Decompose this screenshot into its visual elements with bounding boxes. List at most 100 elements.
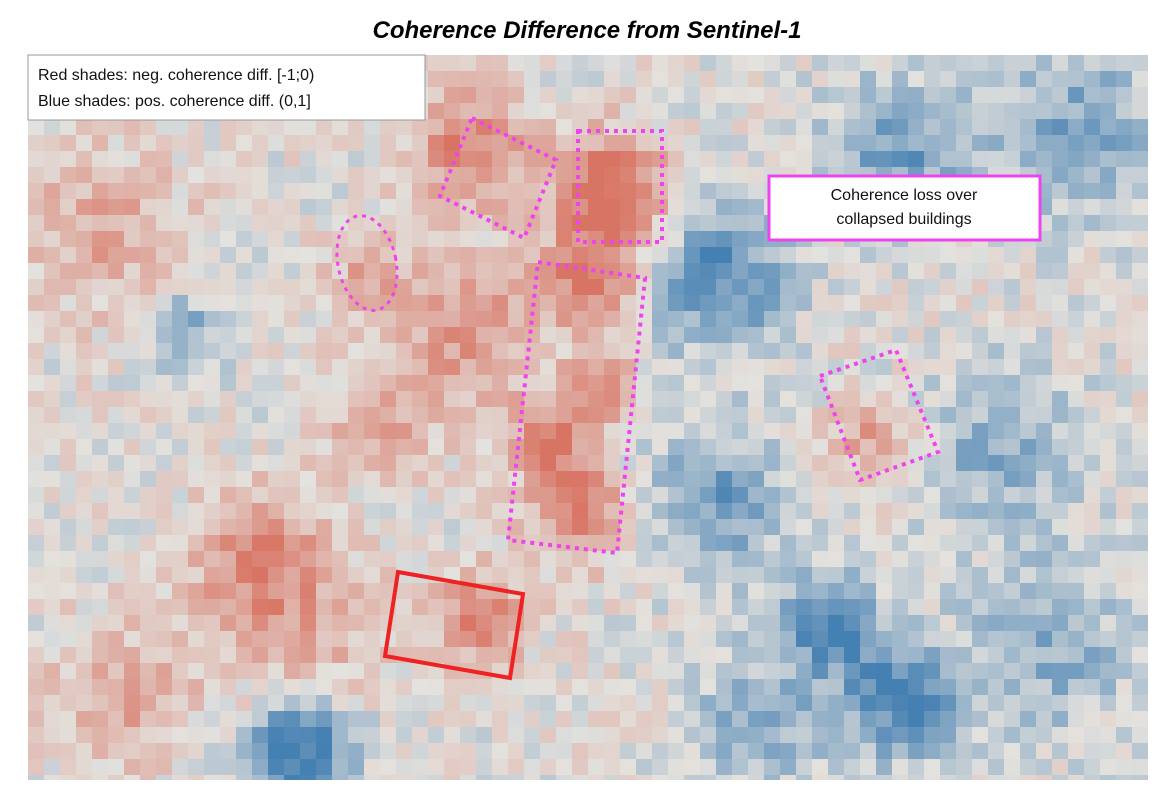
raster-cell [92,615,108,631]
raster-cell [1020,423,1036,439]
raster-cell [172,775,188,780]
raster-cell [236,231,252,247]
raster-cell [332,583,348,599]
raster-cell [860,743,876,759]
raster-cell [556,119,572,135]
raster-cell [1116,759,1132,775]
raster-cell [172,375,188,391]
raster-cell [1084,487,1100,503]
raster-cell [1116,135,1132,151]
raster-cell [348,183,364,199]
raster-cell [300,359,316,375]
raster-cell [476,327,492,343]
raster-cell [396,551,412,567]
raster-cell [1132,727,1148,743]
raster-cell [604,311,620,327]
raster-cell [1052,775,1068,780]
raster-cell [268,423,284,439]
raster-cell [716,279,732,295]
raster-cell [748,343,764,359]
raster-cell [1036,279,1052,295]
raster-cell [476,71,492,87]
raster-cell [908,247,924,263]
raster-cell [28,359,44,375]
raster-cell [812,279,828,295]
raster-cell [124,151,140,167]
raster-cell [140,583,156,599]
raster-cell [764,519,780,535]
raster-cell [428,55,444,71]
raster-cell [748,599,764,615]
raster-cell [1052,263,1068,279]
raster-cell [604,423,620,439]
raster-cell [348,599,364,615]
raster-cell [220,343,236,359]
raster-cell [908,55,924,71]
raster-cell [412,695,428,711]
raster-cell [764,407,780,423]
raster-cell [700,119,716,135]
raster-cell [1004,103,1020,119]
raster-cell [268,471,284,487]
raster-cell [444,247,460,263]
raster-cell [124,551,140,567]
raster-cell [588,695,604,711]
raster-cell [1084,471,1100,487]
raster-cell [668,551,684,567]
raster-cell [316,679,332,695]
raster-cell [172,279,188,295]
raster-cell [316,631,332,647]
raster-cell [364,455,380,471]
raster-cell [444,87,460,103]
raster-cell [732,327,748,343]
raster-cell [412,631,428,647]
raster-cell [876,759,892,775]
raster-cell [1036,423,1052,439]
raster-cell [732,103,748,119]
raster-cell [764,695,780,711]
raster-cell [316,407,332,423]
raster-cell [284,167,300,183]
raster-cell [908,327,924,343]
raster-cell [60,263,76,279]
raster-cell [780,711,796,727]
raster-cell [252,295,268,311]
raster-cell [476,375,492,391]
raster-cell [764,775,780,780]
raster-cell [300,519,316,535]
raster-cell [444,295,460,311]
raster-cell [28,247,44,263]
raster-cell [748,391,764,407]
raster-cell [1036,375,1052,391]
raster-cell [1100,647,1116,663]
raster-cell [732,503,748,519]
raster-cell [844,727,860,743]
raster-cell [204,407,220,423]
raster-cell [252,599,268,615]
raster-cell [1020,295,1036,311]
raster-cell [268,535,284,551]
raster-cell [348,567,364,583]
raster-cell [236,551,252,567]
raster-cell [876,727,892,743]
raster-cell [28,631,44,647]
raster-cell [796,103,812,119]
raster-cell [604,279,620,295]
raster-cell [620,583,636,599]
raster-cell [508,199,524,215]
raster-cell [972,551,988,567]
raster-cell [108,599,124,615]
raster-cell [252,631,268,647]
raster-cell [780,87,796,103]
raster-cell [988,279,1004,295]
raster-cell [156,183,172,199]
raster-cell [780,263,796,279]
raster-cell [460,439,476,455]
raster-cell [396,583,412,599]
raster-cell [108,455,124,471]
raster-cell [796,55,812,71]
raster-cell [924,343,940,359]
raster-cell [1036,135,1052,151]
raster-cell [1052,599,1068,615]
raster-cell [156,455,172,471]
